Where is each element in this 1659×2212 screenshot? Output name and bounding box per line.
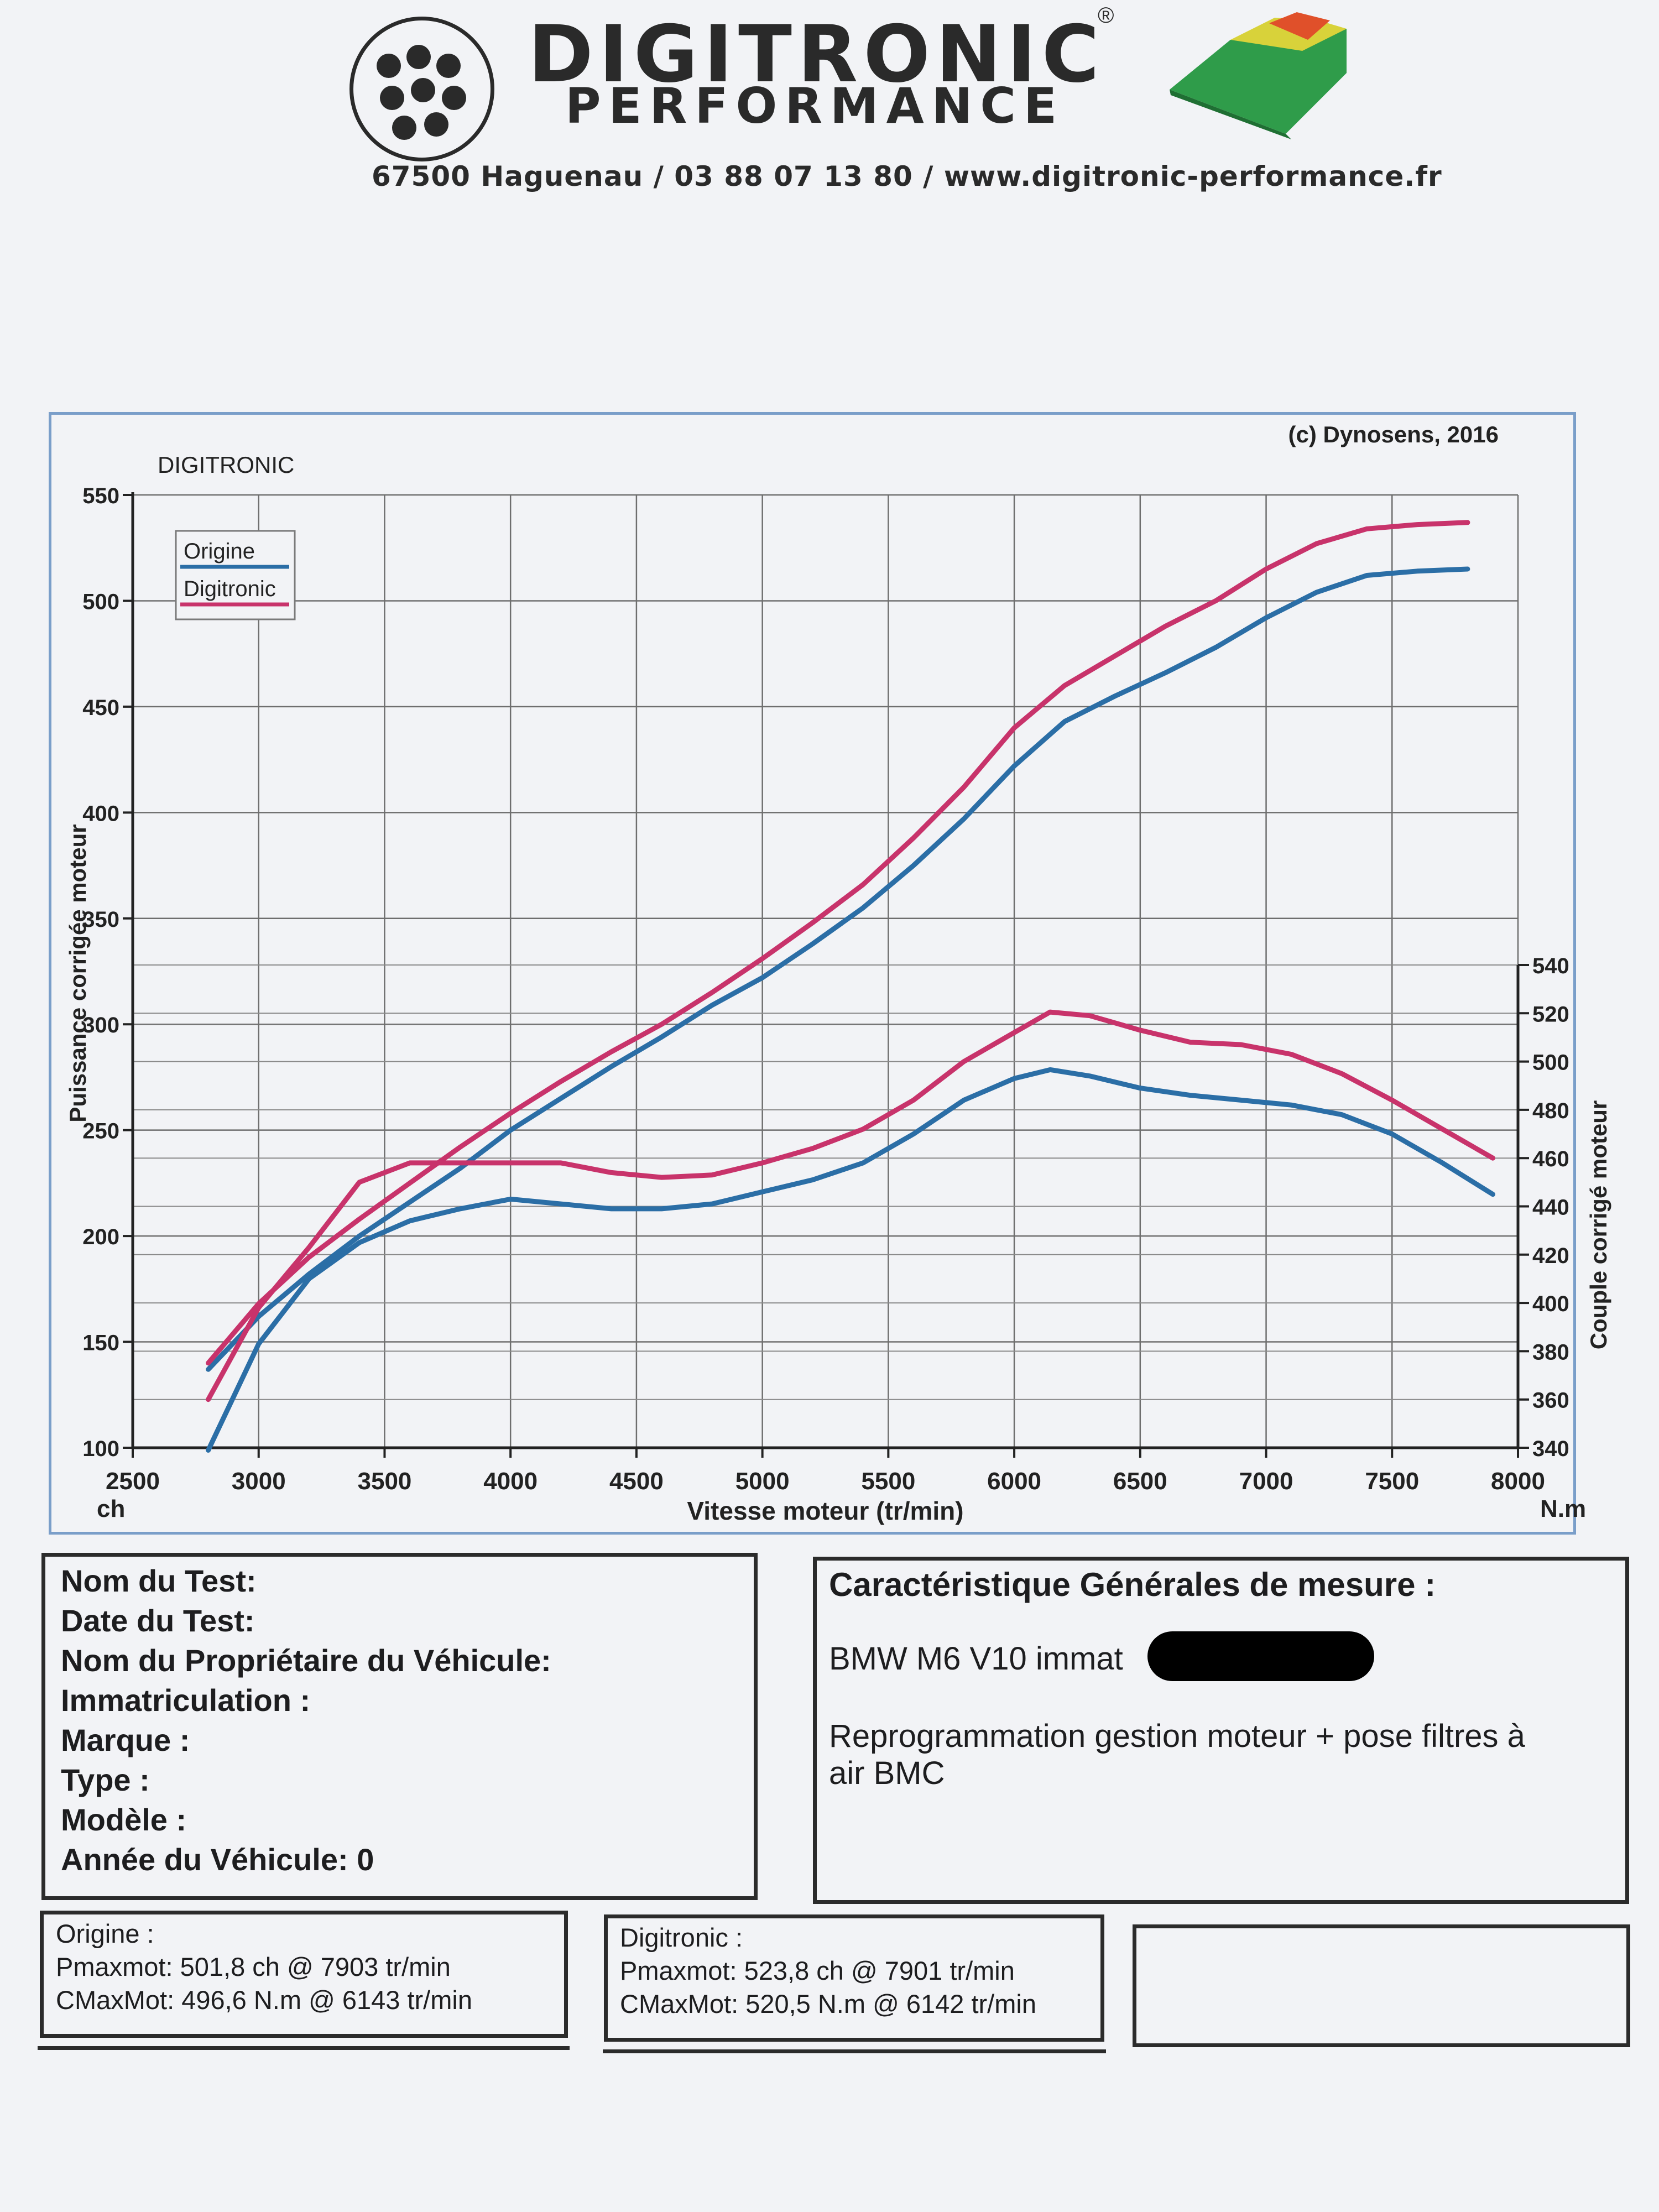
x-tick-label: 7500 bbox=[1365, 1468, 1419, 1495]
y-left-tick-label: 350 bbox=[82, 907, 119, 932]
y-right-tick-label: 360 bbox=[1532, 1389, 1569, 1413]
x-tick-label: 6500 bbox=[1113, 1468, 1167, 1495]
logo-dots-icon bbox=[349, 17, 494, 161]
y-right-axis-label: Couple corrigé moteur bbox=[1585, 1100, 1611, 1349]
unit-right: N.m bbox=[1540, 1495, 1586, 1522]
origine-pmax: Pmaxmot: 501,8 ch @ 7903 tr/min bbox=[56, 1952, 451, 1981]
x-tick-label: 4000 bbox=[483, 1468, 538, 1495]
series-line-digitronic-power bbox=[206, 520, 1470, 1366]
y-right-tick-label: 380 bbox=[1532, 1340, 1569, 1364]
x-tick-label: 3500 bbox=[358, 1468, 412, 1495]
y-right-tick-label: 340 bbox=[1532, 1437, 1569, 1461]
digitronic-results-box: Digitronic : Pmaxmot: 523,8 ch @ 7901 tr… bbox=[604, 1914, 1104, 2042]
y-left-tick-label: 300 bbox=[82, 1013, 119, 1037]
y-right-tick-label: 400 bbox=[1532, 1292, 1569, 1316]
vehicle-text: BMW M6 V10 immat bbox=[829, 1641, 1123, 1677]
digitronic-pmax: Pmaxmot: 523,8 ch @ 7901 tr/min bbox=[620, 1956, 1015, 1985]
x-tick-label: 3000 bbox=[232, 1468, 286, 1495]
y-left-tick-label: 550 bbox=[82, 484, 119, 508]
origine-results-box: Origine : Pmaxmot: 501,8 ch @ 7903 tr/mi… bbox=[40, 1911, 568, 2038]
series-line-digitronic-torque bbox=[206, 1009, 1495, 1402]
brand-subtitle: PERFORMANCE bbox=[565, 77, 1065, 134]
x-tick-label: 6000 bbox=[987, 1468, 1041, 1495]
y-left-tick-label: 100 bbox=[82, 1437, 119, 1461]
digitronic-title: Digitronic : bbox=[620, 1923, 743, 1952]
empty-results-box bbox=[1133, 1924, 1630, 2047]
dyno-chart: 2500 3000 3500 4000 4500 5000 5500 6000 6500 7000… bbox=[65, 421, 1611, 1525]
description-line-2: air BMC bbox=[829, 1755, 945, 1791]
legend-label: Digitronic bbox=[184, 577, 276, 601]
description-line-1: Reprogrammation gestion moteur + pose fi… bbox=[829, 1718, 1525, 1754]
test-info-label: Immatriculation : bbox=[61, 1683, 311, 1718]
y-right-tick-label: 440 bbox=[1532, 1196, 1569, 1220]
y-left-tick-label: 500 bbox=[82, 589, 119, 614]
y-left-axis-label: Puissance corrigée moteur bbox=[65, 824, 91, 1122]
contact-line: 67500 Haguenau / 03 88 07 13 80 / www.di… bbox=[372, 160, 1442, 192]
x-tick-label: 7000 bbox=[1239, 1468, 1293, 1495]
registered-mark: ® bbox=[1098, 3, 1114, 28]
series-line-origine-torque bbox=[206, 1067, 1495, 1453]
characteristics-heading: Caractéristique Générales de mesure : bbox=[829, 1566, 1436, 1603]
origine-cmax: CMaxMot: 496,6 N.m @ 6143 tr/min bbox=[56, 1985, 472, 2015]
y-left-tick-label: 450 bbox=[82, 696, 119, 720]
test-info-label: Type : bbox=[61, 1762, 150, 1797]
y-right-tick-label: 460 bbox=[1532, 1147, 1569, 1171]
y-left-tick-label: 250 bbox=[82, 1119, 119, 1144]
test-info-box: Nom du Test: Date du Test: Nom du Propriét… bbox=[41, 1553, 758, 1900]
y-right-tick-label: 420 bbox=[1532, 1244, 1569, 1268]
header: DIGITRONIC PERFORMANCE ® 67500 Haguenau … bbox=[0, 0, 1659, 232]
characteristics-box: Caractéristique Générales de mesure : BM… bbox=[813, 1557, 1629, 1904]
x-tick-label: 2500 bbox=[106, 1468, 160, 1495]
chart-title: DIGITRONIC bbox=[158, 452, 294, 478]
x-axis-label: Vitesse moteur (tr/min) bbox=[687, 1496, 963, 1525]
y-right-tick-label: 500 bbox=[1532, 1051, 1569, 1075]
y-right-tick-label: 480 bbox=[1532, 1099, 1569, 1123]
series-line-origine-power bbox=[206, 566, 1470, 1372]
redaction-mark bbox=[1147, 1631, 1374, 1681]
chart-frame bbox=[49, 412, 1576, 1535]
test-info-label: Année du Véhicule: 0 bbox=[61, 1842, 374, 1877]
x-tick-label: 4500 bbox=[609, 1468, 664, 1495]
test-info-label: Date du Test: bbox=[61, 1603, 255, 1638]
y-left-tick-label: 200 bbox=[82, 1225, 119, 1249]
surface-map-logo-icon bbox=[1170, 12, 1347, 139]
unit-left: ch bbox=[97, 1495, 125, 1522]
y-left-tick-label: 150 bbox=[82, 1331, 119, 1355]
test-info-label: Nom du Propriétaire du Véhicule: bbox=[61, 1643, 551, 1678]
test-info-label: Marque : bbox=[61, 1723, 190, 1757]
digitronic-underline bbox=[603, 2049, 1106, 2053]
test-info-label: Nom du Test: bbox=[61, 1563, 257, 1598]
brand-name: DIGITRONIC bbox=[528, 9, 1105, 100]
chart-copyright: (c) Dynosens, 2016 bbox=[1288, 421, 1499, 447]
y-right-tick-label: 520 bbox=[1532, 1002, 1569, 1026]
x-tick-label: 5000 bbox=[735, 1468, 790, 1495]
y-right-tick-label: 540 bbox=[1532, 954, 1569, 978]
origine-title: Origine : bbox=[56, 1919, 154, 1948]
x-tick-label: 8000 bbox=[1491, 1468, 1545, 1495]
y-left-tick-label: 400 bbox=[82, 801, 119, 826]
digitronic-cmax: CMaxMot: 520,5 N.m @ 6142 tr/min bbox=[620, 1989, 1036, 2018]
x-tick-label: 5500 bbox=[861, 1468, 915, 1495]
legend-label: Origine bbox=[184, 539, 255, 564]
origine-underline bbox=[38, 2046, 570, 2050]
test-info-label: Modèle : bbox=[61, 1802, 187, 1837]
